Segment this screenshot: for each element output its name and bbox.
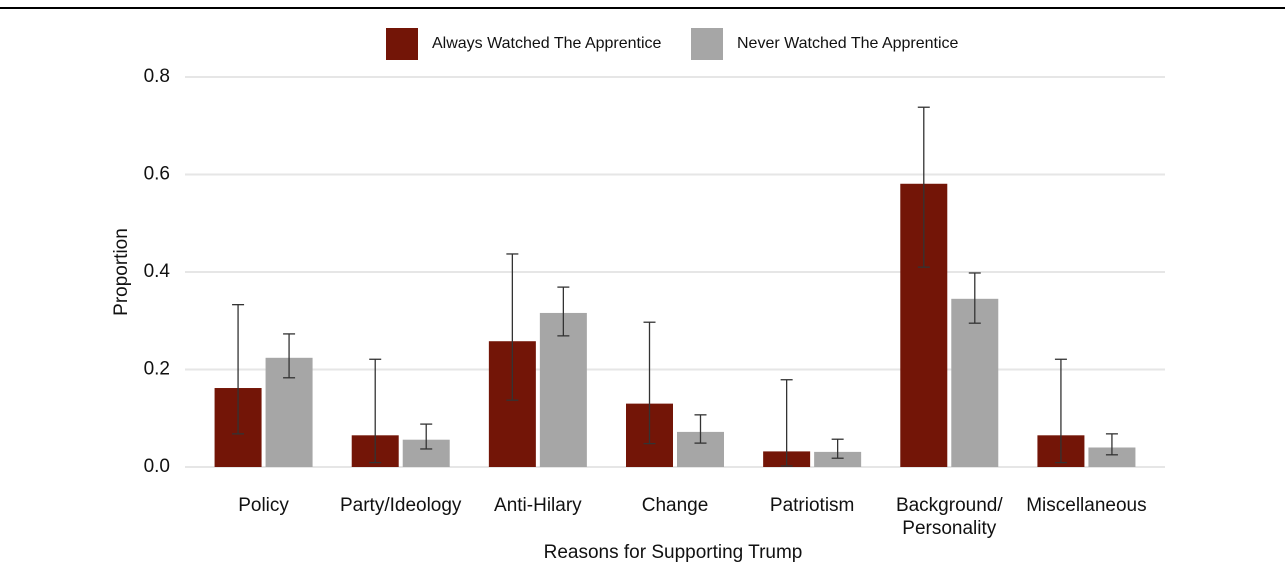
x-tick-label: Party/Ideology — [340, 495, 462, 516]
legend-swatch — [691, 28, 723, 60]
y-axis-label: Proportion — [111, 228, 132, 316]
y-tick-label: 0.0 — [144, 456, 170, 477]
bar — [951, 298, 999, 467]
x-tick-label: Change — [642, 495, 709, 516]
x-tick-label-line: Personality — [902, 518, 996, 539]
y-tick-label: 0.4 — [144, 261, 171, 282]
legend-label: Never Watched The Apprentice — [737, 35, 959, 52]
bar — [814, 451, 862, 467]
y-tick-label: 0.6 — [144, 164, 170, 185]
bar — [539, 312, 587, 467]
bar — [1088, 447, 1136, 467]
legend-swatch — [386, 28, 418, 60]
y-tick-label: 0.2 — [144, 359, 170, 380]
x-tick-label-line: Background/ — [896, 495, 1003, 516]
y-tick-label: 0.8 — [144, 66, 170, 87]
x-tick-label: Background/Personality — [896, 495, 1003, 539]
legend-label: Always Watched The Apprentice — [432, 35, 662, 52]
x-tick-label: Patriotism — [770, 495, 854, 516]
x-tick-label: Anti-Hilary — [494, 495, 582, 516]
x-axis-label: Reasons for Supporting Trump — [544, 542, 803, 563]
x-tick-label: Miscellaneous — [1026, 495, 1146, 516]
x-tick-label: Policy — [238, 495, 289, 516]
